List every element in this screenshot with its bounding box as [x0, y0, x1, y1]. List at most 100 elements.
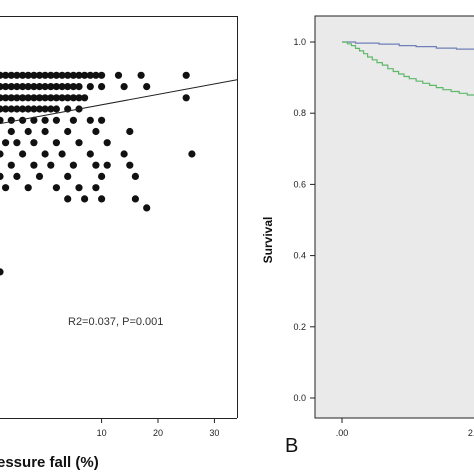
scatter-point	[7, 116, 15, 124]
scatter-point	[58, 150, 66, 158]
scatter-point	[30, 83, 38, 91]
scatter-point	[35, 172, 44, 180]
scatter-point	[98, 172, 106, 180]
scatter-point	[2, 83, 10, 91]
survival-y-tick-label: 1.0	[293, 37, 306, 47]
scatter-point	[143, 204, 151, 212]
scatter-point	[19, 150, 27, 158]
scatter-point	[24, 71, 32, 79]
scatter-point	[75, 139, 83, 147]
scatter-point	[126, 127, 134, 136]
scatter-x-tick-label: 20	[153, 428, 163, 438]
scatter-point	[30, 94, 38, 102]
scatter-point	[81, 71, 89, 79]
scatter-point	[7, 94, 15, 102]
scatter-point	[64, 94, 72, 102]
scatter-point	[7, 161, 15, 169]
scatter-point	[120, 83, 128, 91]
scatter-x-tick-label: 10	[97, 428, 107, 438]
scatter-point	[7, 71, 15, 79]
scatter-point	[30, 71, 38, 79]
scatter-point	[52, 83, 61, 91]
scatter-point	[41, 71, 49, 79]
survival-panel: 0.0 0.2 0.4 0.6 0.8 1.0 .00 2.00 Survival B	[261, 15, 474, 457]
scatter-point	[19, 116, 27, 124]
scatter-point	[35, 71, 44, 79]
scatter-point	[13, 83, 21, 91]
scatter-point	[47, 94, 55, 102]
scatter-point	[47, 71, 55, 79]
scatter-point	[86, 116, 94, 124]
scatter-point	[41, 127, 49, 136]
scatter-point	[52, 184, 61, 192]
scatter-point	[47, 161, 55, 169]
scatter-point	[13, 172, 21, 180]
scatter-point	[98, 71, 106, 79]
scatter-point	[64, 83, 72, 91]
scatter-point	[75, 71, 83, 79]
scatter-point	[143, 83, 151, 91]
scatter-point	[19, 71, 27, 79]
scatter-point	[2, 105, 10, 113]
survival-lines	[342, 41, 474, 96]
survival-x-tick-label: .00	[336, 428, 349, 438]
scatter-point	[58, 83, 66, 91]
scatter-point	[75, 94, 83, 102]
scatter-point	[13, 105, 21, 113]
scatter-point	[52, 94, 61, 102]
scatter-point	[182, 71, 190, 79]
survival-y-tick-label: 0.8	[293, 108, 306, 118]
scatter-point	[92, 161, 100, 169]
scatter-point	[2, 94, 10, 102]
scatter-point	[75, 184, 83, 192]
scatter-point	[47, 105, 55, 113]
survival-y-tick-label: 0.2	[293, 322, 306, 332]
scatter-point	[7, 105, 15, 113]
scatter-point	[98, 83, 106, 91]
survival-y-tick-label: 0.4	[293, 251, 306, 261]
scatter-point	[69, 161, 77, 169]
scatter-point	[7, 83, 15, 91]
scatter-point	[13, 71, 21, 79]
scatter-point	[103, 161, 111, 169]
scatter-point	[41, 94, 49, 102]
scatter-point	[92, 71, 100, 79]
scatter-point	[7, 127, 15, 136]
survival-y-ticks: 0.0 0.2 0.4 0.6 0.8 1.0	[293, 37, 315, 403]
scatter-point	[47, 83, 55, 91]
panel-label-b: B	[285, 435, 298, 457]
scatter-point	[24, 94, 32, 102]
scatter-point	[30, 105, 38, 113]
scatter-point	[64, 127, 72, 136]
scatter-point	[81, 195, 89, 203]
scatter-point	[19, 105, 27, 113]
survival-curve-2	[342, 41, 474, 96]
scatter-point	[2, 184, 10, 192]
survival-x-tick-label: 2.00	[468, 428, 474, 438]
scatter-point	[182, 94, 190, 102]
survival-plot-area	[314, 15, 474, 419]
scatter-point	[86, 71, 94, 79]
survival-x-ticks: .00 2.00	[336, 418, 474, 438]
scatter-point	[114, 71, 123, 79]
survival-y-tick-label: 0.0	[293, 393, 306, 403]
scatter-x-tick-label: 30	[209, 428, 219, 438]
regression-annotation: R2=0.037, P=0.001	[68, 316, 163, 328]
scatter-point	[98, 116, 106, 124]
survival-y-tick-label: 0.6	[293, 179, 306, 189]
scatter-point	[131, 195, 139, 203]
scatter-point	[30, 116, 38, 124]
scatter-point	[30, 139, 38, 147]
scatter-point	[120, 150, 128, 158]
scatter-point	[188, 150, 196, 158]
scatter-point	[64, 195, 72, 203]
scatter-point	[2, 71, 10, 79]
scatter-x-ticks: 10 20 30	[97, 418, 219, 438]
scatter-point	[86, 83, 94, 91]
scatter-point	[69, 94, 77, 102]
scatter-point	[35, 83, 44, 91]
scatter-point	[30, 161, 38, 169]
scatter-point	[98, 195, 106, 203]
regression-line	[0, 79, 238, 125]
scatter-point	[24, 105, 32, 113]
